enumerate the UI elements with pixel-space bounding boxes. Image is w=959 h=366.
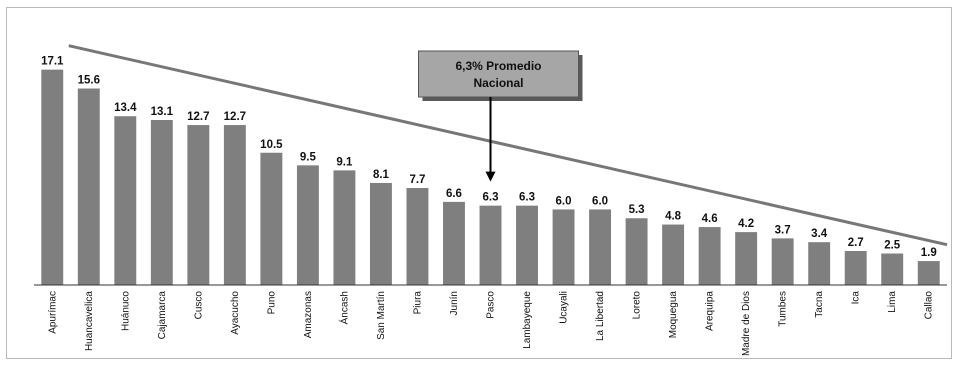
category-label-19: Madre de Dios [741, 291, 752, 356]
category-label-11: Junín [449, 291, 460, 315]
data-label-20: 3.7 [775, 224, 791, 236]
category-label-14: Ucayali [559, 291, 570, 324]
bar-11 [443, 201, 465, 285]
bar-6 [260, 152, 283, 285]
chart-frame: 17.1 15.6 13.4 13.1 12.7 12.7 10.5 9.5 9.1 8.1 7.7… [6, 7, 952, 359]
category-label-17: Moquegua [668, 291, 679, 339]
data-label-21: 3.4 [811, 228, 828, 240]
category-label-2: Huánuco [120, 291, 131, 331]
bar-10 [406, 188, 429, 285]
data-label-6: 10.5 [260, 139, 283, 151]
category-label-21: Tacna [814, 291, 825, 318]
bar-13 [516, 205, 538, 285]
data-label-22: 2.7 [848, 237, 864, 249]
bar-0 [41, 69, 64, 285]
category-label-15: La Libertad [595, 291, 606, 341]
category-label-13: Lambayeque [522, 291, 533, 349]
category-label-7: Amazonas [303, 291, 314, 338]
bar-4 [187, 125, 210, 285]
bar-18 [698, 227, 721, 285]
data-label-7: 9.5 [300, 151, 317, 163]
bar-12 [479, 205, 502, 285]
category-label-12: Pasco [486, 291, 497, 319]
category-label-24: Callao [924, 291, 935, 320]
category-label-0: Apurímac [47, 291, 58, 334]
bar-22 [844, 250, 867, 285]
bar-23 [881, 253, 904, 285]
category-label-16: Loreto [632, 291, 643, 320]
bar-14 [552, 209, 575, 285]
data-label-11: 6.6 [446, 188, 462, 200]
data-label-9: 8.1 [373, 169, 390, 181]
data-label-15: 6.0 [592, 195, 608, 207]
category-label-5: Ayacucho [230, 291, 241, 335]
data-label-23: 2.5 [884, 240, 901, 252]
category-label-23: Lima [887, 291, 898, 313]
bar-20 [771, 238, 794, 285]
data-label-17: 4.8 [665, 211, 682, 223]
bar-24 [917, 261, 940, 285]
data-label-24: 1.9 [921, 247, 937, 259]
trend-line [68, 44, 948, 247]
category-label-1: Huancavelica [84, 291, 95, 351]
bar-2 [114, 116, 137, 286]
callout-annotation: 6,3% Promedio Nacional [418, 50, 583, 182]
category-label-9: San Martín [376, 291, 387, 340]
bar-15 [589, 209, 612, 285]
data-label-8: 9.1 [336, 156, 353, 168]
category-label-4: Cusco [193, 291, 204, 320]
bar-1 [77, 88, 100, 285]
data-label-16: 5.3 [629, 204, 645, 216]
bar-16 [625, 218, 648, 285]
bar-7 [296, 165, 319, 285]
data-label-0: 17.1 [41, 56, 64, 68]
data-label-12: 6.3 [483, 192, 499, 204]
callout-box [418, 50, 579, 98]
category-label-20: Tumbes [778, 291, 789, 327]
data-label-18: 4.6 [702, 213, 718, 225]
data-label-19: 4.2 [738, 218, 754, 230]
category-label-6: Puno [266, 291, 277, 315]
data-label-2: 13.4 [114, 102, 137, 114]
data-label-14: 6.0 [556, 195, 572, 207]
bar-9 [369, 182, 392, 285]
category-label-22: Ica [851, 291, 862, 305]
bar-8 [333, 170, 356, 285]
bar-5 [223, 125, 246, 285]
data-label-10: 7.7 [409, 174, 425, 186]
data-label-3: 13.1 [151, 106, 174, 118]
callout-line-2: Nacional [473, 76, 523, 90]
bar-21 [808, 242, 831, 285]
category-label-18: Arequipa [705, 291, 716, 331]
data-label-1: 15.6 [78, 75, 100, 87]
callout-arrowhead [485, 171, 496, 182]
data-label-13: 6.3 [519, 192, 535, 204]
category-label-3: Cajamarca [157, 291, 168, 340]
callout-line-1: 6,3% Promedio [455, 59, 541, 73]
bar-3 [150, 120, 173, 286]
data-label-4: 12.7 [187, 111, 209, 123]
bar-chart: 17.1 15.6 13.4 13.1 12.7 12.7 10.5 9.5 9.1 8.1 7.7… [34, 44, 948, 356]
category-label-10: Piura [412, 291, 423, 315]
bar-19 [735, 232, 758, 285]
data-label-5: 12.7 [224, 111, 246, 123]
bar-17 [662, 224, 685, 285]
category-label-8: Áncash [337, 291, 350, 324]
